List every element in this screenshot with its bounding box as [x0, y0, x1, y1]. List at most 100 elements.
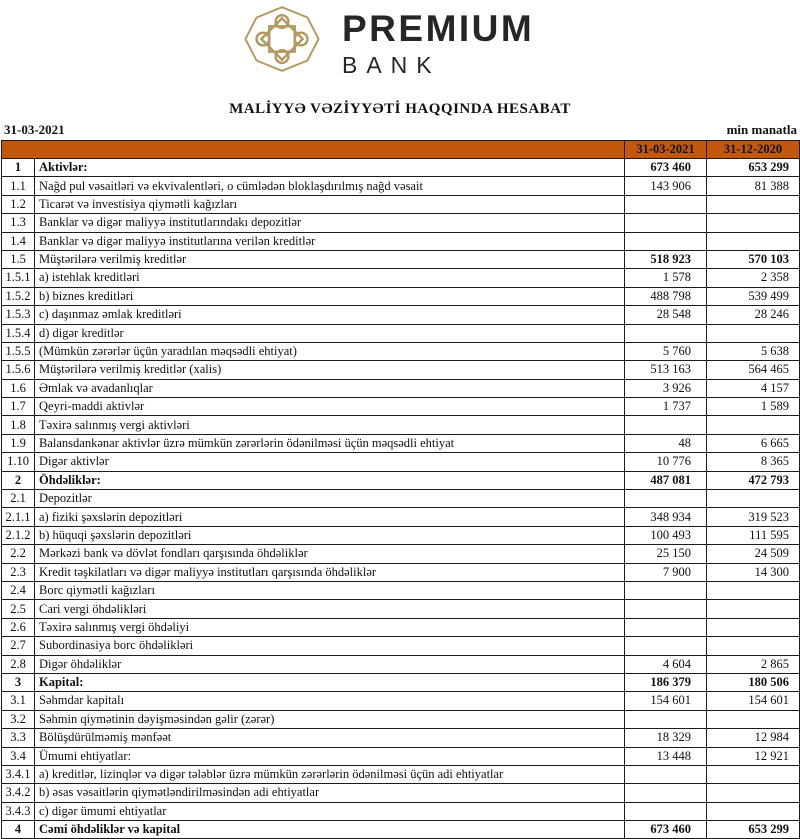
- row-label: Balansdankənar aktivlər üzrə mümkün zərə…: [34, 433, 625, 454]
- value-current: 513 163: [624, 360, 707, 380]
- row-label: a) fiziki şəxslərin depozitləri: [34, 507, 625, 527]
- row-number: 3.1: [1, 691, 35, 711]
- row-number: 1.4: [1, 231, 35, 251]
- value-current: 25 150: [624, 544, 707, 564]
- row-label: Aktivlər:: [34, 157, 625, 178]
- value-previous: 1 589: [706, 397, 800, 417]
- value-previous: 6 665: [706, 433, 800, 454]
- row-number: 2.7: [1, 636, 35, 656]
- row-number: 1.1: [1, 176, 35, 196]
- table-row: 2.4 Borc qiymətli kağızları: [1, 580, 800, 601]
- report-meta: 31-03-2021 min manatla: [4, 122, 797, 138]
- table-row: 2.6 Təxirə salınmış vergi öhdəliyi: [1, 617, 800, 638]
- value-previous: 539 499: [706, 286, 800, 307]
- row-label: Cəmi öhdəliklər və kapital: [34, 820, 625, 839]
- value-previous: 24 509: [706, 544, 800, 564]
- table-row: 4 Cəmi öhdəliklər və kapital 673 460 653 29…: [1, 820, 800, 839]
- brand-text: PREMIUM BANK: [342, 4, 534, 77]
- value-current: [624, 415, 707, 435]
- row-number: 1.2: [1, 194, 35, 215]
- row-number: 2.6: [1, 617, 35, 638]
- row-label: Müştərilərə verilmiş kreditlər (xalis): [34, 360, 625, 380]
- value-current: 1 737: [624, 397, 707, 417]
- table-row: 3 Kapital: 186 379 180 506: [1, 672, 800, 693]
- value-current: 673 460: [624, 820, 707, 839]
- table-row: 2.1 Depozitlər: [1, 489, 800, 509]
- row-number: 1.5.2: [1, 286, 35, 307]
- value-current: 48: [624, 433, 707, 454]
- table-row: 3.4.1 a) kreditlər, lizinqlər və digər tə…: [1, 764, 800, 785]
- table-row: 1.5.4 d) digər kreditlər: [1, 323, 800, 343]
- table-row: 2.1.1 a) fiziki şəxslərin depozitləri 348 …: [1, 507, 800, 527]
- value-current: [624, 194, 707, 215]
- value-previous: 4 157: [706, 378, 800, 399]
- value-current: [624, 801, 707, 822]
- value-current: [624, 231, 707, 251]
- row-number: 1: [1, 157, 35, 178]
- row-number: 2.8: [1, 654, 35, 674]
- value-previous: 5 638: [706, 341, 800, 362]
- row-number: 1.5.6: [1, 360, 35, 380]
- value-previous: [706, 213, 800, 233]
- row-number: 3.2: [1, 709, 35, 730]
- bank-logo: PREMIUM BANK: [242, 4, 534, 77]
- row-number: 3.4: [1, 746, 35, 766]
- value-previous: 570 103: [706, 249, 800, 270]
- value-current: [624, 709, 707, 730]
- value-current: 487 081: [624, 470, 707, 491]
- value-previous: [706, 580, 800, 601]
- value-current: 5 760: [624, 341, 707, 362]
- row-number: 2.2: [1, 544, 35, 564]
- table-row: 3.4.3 c) digər ümumi ehtiyatlar: [1, 801, 800, 822]
- value-current: 28 548: [624, 305, 707, 325]
- row-label: b) hüquqi şəxslərin depozitləri: [34, 525, 625, 546]
- table-row: 1.5.6 Müştərilərə verilmiş kreditlər (xal…: [1, 360, 800, 380]
- table-row: 3.2 Səhmin qiymətinin dəyişməsindən gəlir…: [1, 709, 800, 730]
- row-number: 2.5: [1, 599, 35, 619]
- row-number: 1.6: [1, 378, 35, 399]
- table-row: 1.5.3 c) daşınmaz əmlak kreditləri 28 548 2…: [1, 305, 800, 325]
- row-number: 3.3: [1, 728, 35, 748]
- row-number: 2: [1, 470, 35, 491]
- value-current: [624, 213, 707, 233]
- row-label: Ümumi ehtiyatlar:: [34, 746, 625, 766]
- value-current: 7 900: [624, 562, 707, 582]
- value-previous: [706, 783, 800, 803]
- table-row: 1.5.5 (Mümkün zərərlər üçün yaradılan məq…: [1, 341, 800, 362]
- table-header-row: 31-03-2021 31-12-2020: [1, 140, 800, 159]
- table-row: 1.2 Ticarət və investisiya qiymətli kağız…: [1, 194, 800, 215]
- value-current: 518 923: [624, 249, 707, 270]
- value-current: 10 776: [624, 452, 707, 472]
- value-current: [624, 580, 707, 601]
- value-previous: 111 595: [706, 525, 800, 546]
- header-col-previous: 31-12-2020: [706, 140, 800, 159]
- value-previous: 28 246: [706, 305, 800, 325]
- row-label: (Mümkün zərərlər üçün yaradılan məqsədli…: [34, 341, 625, 362]
- value-current: 18 329: [624, 728, 707, 748]
- value-previous: [706, 636, 800, 656]
- table-row: 1 Aktivlər: 673 460 653 299: [1, 157, 800, 178]
- row-label: Qeyri-maddi aktivlər: [34, 397, 625, 417]
- value-current: [624, 617, 707, 638]
- bank-emblem-knot-icon: [244, 6, 320, 72]
- row-label: Öhdəliklər:: [34, 470, 625, 491]
- row-label: Səhmin qiymətinin dəyişməsindən gəlir (z…: [34, 709, 625, 730]
- value-previous: 564 465: [706, 360, 800, 380]
- row-label: Mərkəzi bank və dövlət fondları qarşısın…: [34, 544, 625, 564]
- row-label: d) digər kreditlər: [34, 323, 625, 343]
- row-label: Səhmdar kapitalı: [34, 691, 625, 711]
- value-current: 186 379: [624, 672, 707, 693]
- value-current: 154 601: [624, 691, 707, 711]
- value-previous: 180 506: [706, 672, 800, 693]
- table-row: 1.10 Digər aktivlər 10 776 8 365: [1, 452, 800, 472]
- table-row: 2.8 Digər öhdəliklər 4 604 2 865: [1, 654, 800, 674]
- table-row: 3.4 Ümumi ehtiyatlar: 13 448 12 921: [1, 746, 800, 766]
- row-number: 1.3: [1, 213, 35, 233]
- row-label: Subordinasiya borc öhdəlikləri: [34, 636, 625, 656]
- row-label: c) digər ümumi ehtiyatlar: [34, 801, 625, 822]
- table-row: 1.1 Nağd pul vəsaitləri və ekvivalentləri…: [1, 176, 800, 196]
- header-col-current: 31-03-2021: [624, 140, 707, 159]
- table-row: 1.4 Banklar və digər maliyyə institutları…: [1, 231, 800, 251]
- value-previous: 2 865: [706, 654, 800, 674]
- value-current: [624, 599, 707, 619]
